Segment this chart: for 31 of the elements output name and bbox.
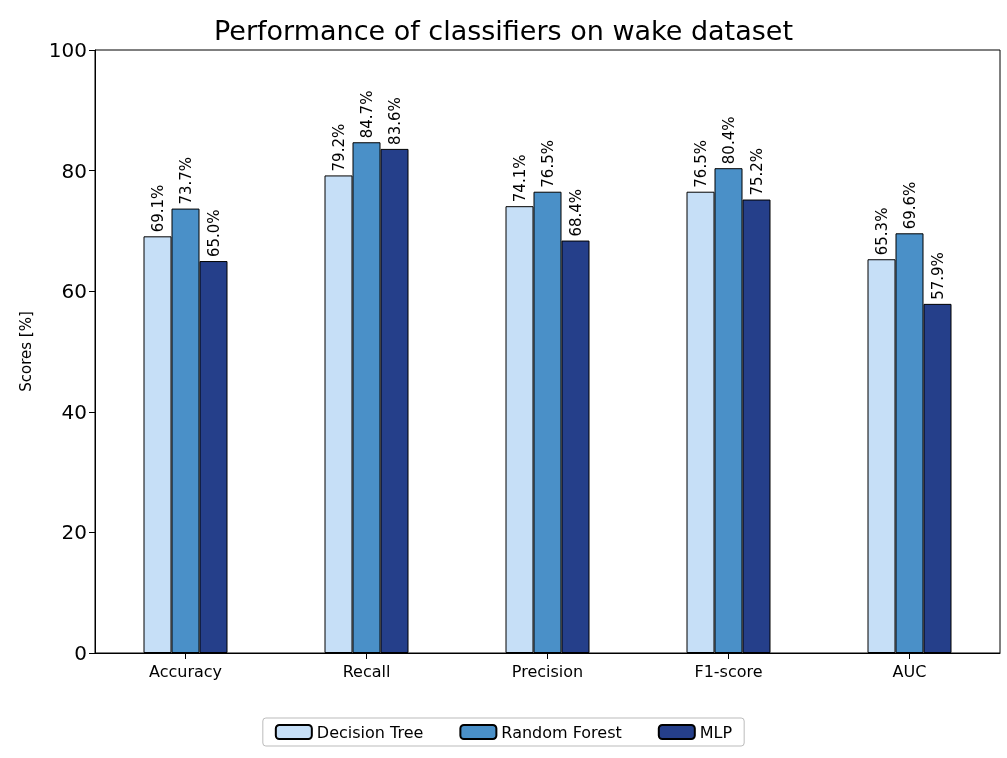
data-label: 79.2%: [329, 123, 348, 172]
y-tick-label: 40: [61, 399, 87, 424]
data-label: 68.4%: [566, 188, 585, 237]
data-label: 65.0%: [204, 209, 223, 258]
y-tick-label: 80: [61, 158, 87, 183]
data-label: 84.7%: [357, 90, 376, 139]
x-tick-label: Accuracy: [148, 661, 223, 681]
data-label: 57.9%: [928, 252, 947, 300]
x-tick-label: AUC: [892, 661, 927, 681]
x-tick-label: F1-score: [694, 661, 763, 681]
data-label: 69.1%: [148, 184, 167, 233]
x-tick-label: Precision: [511, 661, 584, 681]
data-label: 65.3%: [872, 207, 891, 256]
data-label: 80.4%: [719, 116, 738, 165]
data-label: 73.7%: [176, 156, 195, 205]
y-axis-title: Scores [%]: [16, 311, 35, 392]
x-tick-label: Recall: [342, 661, 391, 681]
y-tick-label: 60: [61, 279, 87, 304]
chart-title: Performance of classifiers on wake dataset: [214, 15, 793, 46]
y-tick-label: 100: [48, 38, 87, 62]
data-label: 83.6%: [385, 97, 404, 145]
data-label: 74.1%: [510, 154, 529, 203]
y-tick-label: 20: [61, 520, 87, 545]
legend-label: MLP: [699, 722, 733, 742]
legend-label: Random Forest: [501, 722, 622, 742]
data-label: 75.2%: [747, 147, 766, 196]
y-tick-label: 0: [74, 641, 87, 665]
legend-label: Decision Tree: [316, 722, 424, 742]
data-label: 69.6%: [900, 181, 919, 230]
data-label: 76.5%: [538, 140, 557, 188]
data-label: 76.5%: [691, 140, 710, 188]
